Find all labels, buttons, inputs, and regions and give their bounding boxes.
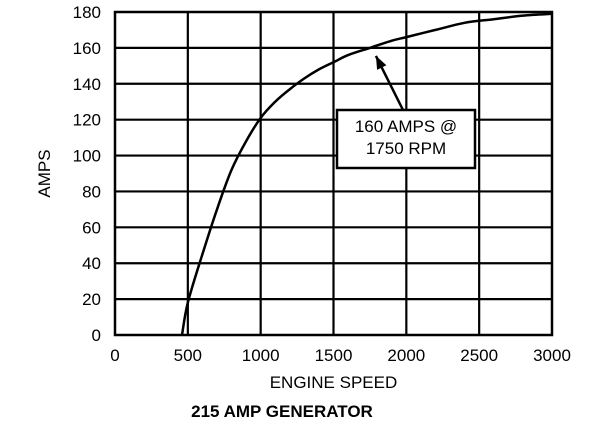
y-tick-label-100: 100 bbox=[73, 147, 101, 166]
grid-lines bbox=[115, 12, 552, 335]
x-tick-label-500: 500 bbox=[174, 346, 202, 365]
callout-box bbox=[335, 108, 477, 170]
y-tick-label-140: 140 bbox=[73, 75, 101, 94]
y-tick-label-20: 20 bbox=[82, 290, 101, 309]
x-tick-label-3000: 3000 bbox=[533, 346, 571, 365]
y-tick-label-0: 0 bbox=[92, 326, 101, 345]
x-tick-label-2000: 2000 bbox=[387, 346, 425, 365]
y-tick-label-60: 60 bbox=[82, 218, 101, 237]
callout-arrowhead bbox=[375, 55, 387, 70]
y-axis-label: AMPS bbox=[35, 149, 54, 197]
chart-title: 215 AMP GENERATOR bbox=[191, 402, 373, 421]
x-axis-label: ENGINE SPEED bbox=[270, 373, 398, 392]
x-tick-label-0: 0 bbox=[110, 346, 119, 365]
callout-text-line-1: 160 AMPS @ bbox=[355, 117, 457, 136]
plot-frame bbox=[113, 10, 554, 337]
x-tick-label-2500: 2500 bbox=[460, 346, 498, 365]
amps-curve bbox=[180, 12, 553, 336]
y-tick-label-120: 120 bbox=[73, 111, 101, 130]
x-tick-label-1500: 1500 bbox=[315, 346, 353, 365]
y-tick-labels: 0 20 40 60 80 100 120 140 160 180 bbox=[73, 3, 101, 345]
x-tick-label-1000: 1000 bbox=[242, 346, 280, 365]
y-tick-label-80: 80 bbox=[82, 182, 101, 201]
y-tick-label-180: 180 bbox=[73, 3, 101, 22]
annotation-callout: 160 AMPS @ 1750 RPM bbox=[335, 55, 477, 170]
x-tick-labels: 0 500 1000 1500 2000 2500 3000 bbox=[110, 346, 571, 365]
y-tick-label-160: 160 bbox=[73, 39, 101, 58]
y-tick-label-40: 40 bbox=[82, 254, 101, 273]
callout-text-line-2: 1750 RPM bbox=[366, 139, 446, 158]
